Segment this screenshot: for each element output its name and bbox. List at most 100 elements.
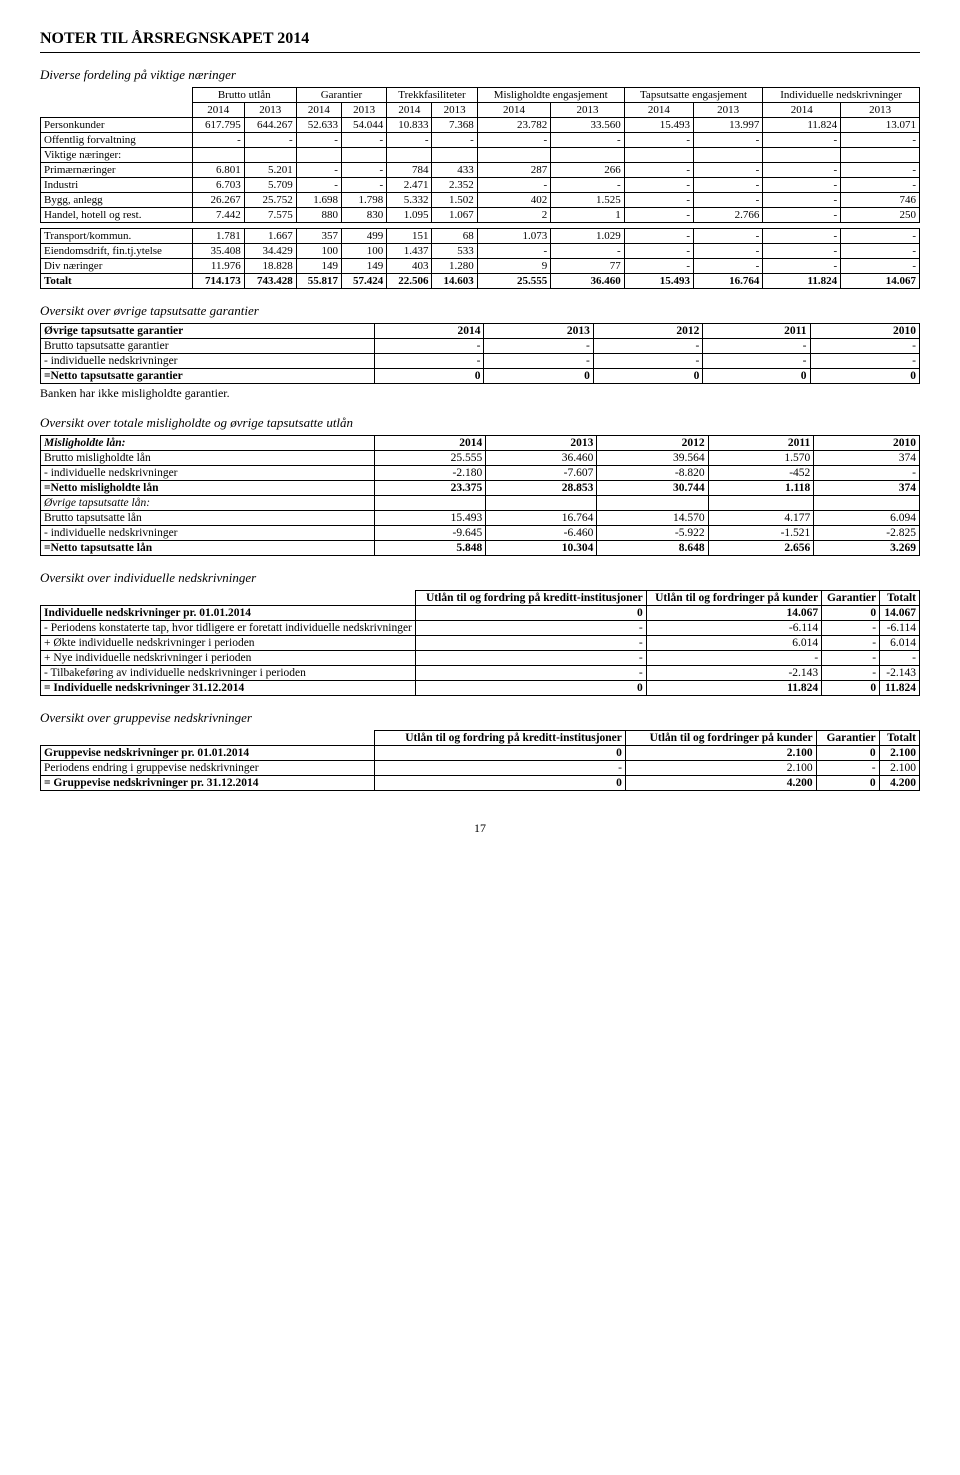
row-label: =Netto tapsutsatte garantier — [41, 369, 375, 384]
col-header: 2010 — [810, 324, 920, 339]
t3-subheader: Øvrige tapsutsatte lån: — [41, 496, 375, 511]
cell — [244, 148, 296, 163]
page-number: 17 — [40, 821, 920, 836]
t1-year-2: 2014 — [296, 103, 341, 118]
cell: 1.118 — [708, 481, 814, 496]
row-label: - Periodens konstaterte tap, hvor tidlig… — [41, 621, 416, 636]
t1-header-groups: Brutto utlån Garantier Trekkfasiliteter … — [41, 88, 920, 103]
cell: - — [593, 339, 702, 354]
table-row: Periodens endring i gruppevise nedskrivn… — [41, 761, 920, 776]
cell: 14.067 — [841, 274, 920, 289]
cell: 357 — [296, 229, 341, 244]
cell: 374 — [814, 481, 920, 496]
cell: - — [703, 339, 810, 354]
cell: 34.429 — [244, 244, 296, 259]
cell: 14.570 — [597, 511, 708, 526]
t2-table: Øvrige tapsutsatte garantier201420132012… — [40, 323, 920, 384]
cell: 0 — [375, 746, 626, 761]
cell: 1.502 — [432, 193, 477, 208]
t1-grp-1: Garantier — [296, 88, 387, 103]
row-label: Primærnæringer — [41, 163, 193, 178]
cell: 15.493 — [375, 511, 486, 526]
t2-title: Oversikt over øvrige tapsutsatte garanti… — [40, 303, 920, 319]
cell: -8.820 — [597, 466, 708, 481]
cell: - — [841, 163, 920, 178]
cell: 714.173 — [192, 274, 244, 289]
cell: 5.201 — [244, 163, 296, 178]
cell: 1.067 — [432, 208, 477, 223]
title-rule — [40, 52, 920, 53]
col-header: Totalt — [879, 731, 919, 746]
cell: 3.269 — [814, 541, 920, 556]
row-label: Div næringer — [41, 259, 193, 274]
cell: - — [814, 466, 920, 481]
cell: - — [694, 193, 763, 208]
col-header: Garantier — [822, 591, 880, 606]
cell: - — [551, 133, 625, 148]
cell: - — [841, 229, 920, 244]
cell: - — [624, 193, 693, 208]
cell: 14.067 — [646, 606, 821, 621]
cell: 617.795 — [192, 118, 244, 133]
cell: - — [763, 163, 841, 178]
cell: - — [375, 761, 626, 776]
col-header: Utlån til og fordring på kreditt-institu… — [375, 731, 626, 746]
cell: 149 — [341, 259, 386, 274]
cell: 2.352 — [432, 178, 477, 193]
cell: -1.521 — [708, 526, 814, 541]
cell: 287 — [477, 163, 550, 178]
table-row: = Individuelle nedskrivninger 31.12.2014… — [41, 681, 920, 696]
cell: - — [694, 163, 763, 178]
cell: - — [763, 178, 841, 193]
cell: - — [694, 133, 763, 148]
cell: 7.575 — [244, 208, 296, 223]
t1-year-8: 2014 — [624, 103, 693, 118]
cell — [192, 148, 244, 163]
cell: 77 — [551, 259, 625, 274]
cell: 746 — [841, 193, 920, 208]
cell: 16.764 — [486, 511, 597, 526]
cell: - — [296, 163, 341, 178]
cell — [477, 148, 550, 163]
t2-note: Banken har ikke misligholdte garantier. — [40, 386, 920, 401]
cell: 9 — [477, 259, 550, 274]
cell: 15.493 — [624, 274, 693, 289]
row-label: Brutto tapsutsatte lån — [41, 511, 375, 526]
cell: - — [694, 259, 763, 274]
cell: 54.044 — [341, 118, 386, 133]
cell: 10.833 — [387, 118, 432, 133]
cell: 1.798 — [341, 193, 386, 208]
cell: 743.428 — [244, 274, 296, 289]
table-row: Bygg, anlegg26.26725.7521.6981.7985.3321… — [41, 193, 920, 208]
col-header: Totalt — [880, 591, 920, 606]
cell: 2.100 — [879, 761, 919, 776]
t1-year-0: 2014 — [192, 103, 244, 118]
cell: 0 — [822, 606, 880, 621]
col-header: Misligholdte lån: — [41, 436, 375, 451]
table-row: Industri6.7035.709--2.4712.352------ — [41, 178, 920, 193]
cell: 6.014 — [646, 636, 821, 651]
t4-table: Utlån til og fordring på kreditt-institu… — [40, 590, 920, 696]
row-label: Brutto misligholdte lån — [41, 451, 375, 466]
cell: - — [624, 244, 693, 259]
cell: - — [593, 354, 702, 369]
cell: - — [624, 229, 693, 244]
cell: 2.471 — [387, 178, 432, 193]
cell: 2.100 — [625, 761, 816, 776]
page-title: NOTER TIL ÅRSREGNSKAPET 2014 — [40, 30, 920, 48]
cell — [296, 148, 341, 163]
col-header: Garantier — [816, 731, 879, 746]
t1-year-10: 2014 — [763, 103, 841, 118]
cell: 30.744 — [597, 481, 708, 496]
table-row: Eiendomsdrift, fin.tj.ytelse35.40834.429… — [41, 244, 920, 259]
row-label: = Individuelle nedskrivninger 31.12.2014 — [41, 681, 416, 696]
cell: - — [880, 651, 920, 666]
cell: 266 — [551, 163, 625, 178]
cell: 6.703 — [192, 178, 244, 193]
cell: 39.564 — [597, 451, 708, 466]
cell: - — [763, 259, 841, 274]
cell: 5.332 — [387, 193, 432, 208]
cell: 11.824 — [763, 274, 841, 289]
cell: -9.645 — [375, 526, 486, 541]
cell: 33.560 — [551, 118, 625, 133]
